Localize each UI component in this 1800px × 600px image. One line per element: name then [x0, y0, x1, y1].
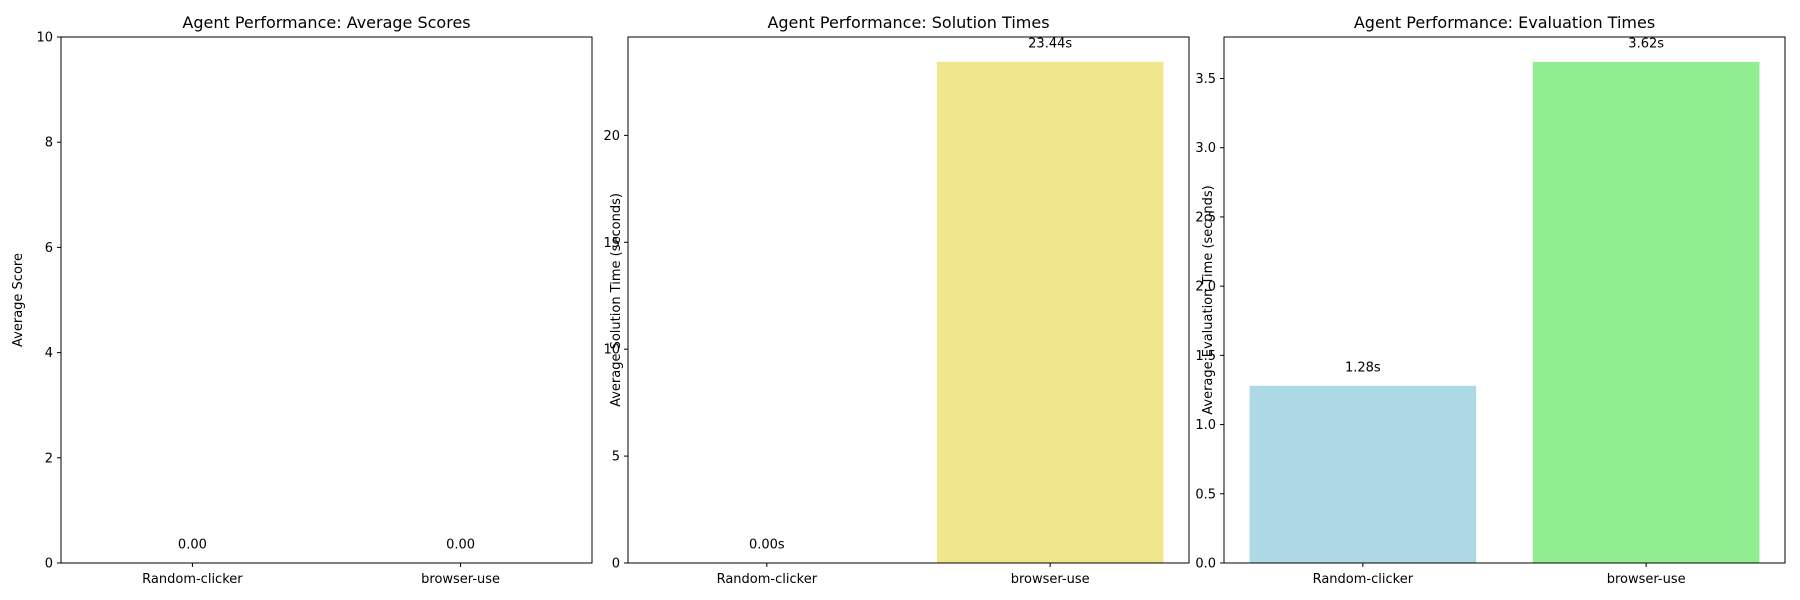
y-tick-label: 0.0 — [1195, 557, 1216, 572]
y-tick-label: 5 — [612, 450, 620, 465]
x-tick-label: Random-clicker — [142, 572, 243, 587]
data-label: 0.00 — [446, 537, 475, 552]
y-tick-label: 0.5 — [1195, 487, 1216, 502]
x-tick-label: browser-use — [1607, 572, 1686, 587]
y-tick-label: 1.0 — [1195, 418, 1216, 433]
chart-title: Agent Performance: Solution Times — [767, 13, 1049, 32]
bar-browser-use — [936, 61, 1164, 563]
y-tick-label: 15 — [603, 236, 620, 251]
chart-title: Agent Performance: Average Scores — [182, 13, 470, 32]
chart-title: Agent Performance: Evaluation Times — [1354, 13, 1655, 32]
y-axis-label: Average Solution Time (seconds) — [609, 193, 624, 407]
axes-frame — [627, 36, 1190, 564]
panel-evaluation-times: Agent Performance: Evaluation Times 1.28s… — [1195, 13, 1786, 587]
x-tick-label: Random-clicker — [1313, 572, 1414, 587]
axes-frame — [1223, 36, 1786, 564]
bar-browser-use — [1532, 61, 1760, 563]
x-tick-label: Random-clicker — [717, 572, 818, 587]
y-tick-label: 2.0 — [1195, 280, 1216, 295]
x-tick-label: browser-use — [421, 572, 500, 587]
data-label: 3.62s — [1628, 36, 1664, 51]
panel-average-scores: Agent Performance: Average Scores 0.00 0.0… — [11, 13, 593, 587]
axes-frame — [60, 36, 593, 564]
y-tick-label: 2 — [45, 451, 53, 466]
y-axis-label: Average Evaluation Time (seconds) — [1201, 185, 1216, 414]
data-label: 1.28s — [1345, 360, 1381, 375]
data-label: 0.00 — [178, 537, 207, 552]
y-tick-label: 3.0 — [1195, 141, 1216, 156]
bar-random-clicker — [1249, 385, 1477, 563]
y-tick-label: 2.5 — [1195, 210, 1216, 225]
y-tick-label: 0 — [45, 557, 53, 572]
data-label: 0.00s — [749, 537, 785, 552]
y-tick-label: 20 — [603, 129, 620, 144]
y-tick-label: 10 — [603, 343, 620, 358]
y-axis-label: Average Score — [11, 253, 26, 347]
y-tick-label: 3.5 — [1195, 72, 1216, 87]
y-tick-label: 6 — [45, 241, 53, 256]
data-label: 23.44s — [1028, 36, 1072, 51]
x-tick-label: browser-use — [1011, 572, 1090, 587]
y-tick-label: 1.5 — [1195, 349, 1216, 364]
y-tick-label: 10 — [36, 31, 53, 46]
panel-solution-times: Agent Performance: Solution Times 0.00s 23… — [603, 13, 1190, 587]
y-tick-label: 8 — [45, 136, 53, 151]
y-tick-label: 4 — [45, 346, 53, 361]
y-tick-label: 0 — [612, 557, 620, 572]
